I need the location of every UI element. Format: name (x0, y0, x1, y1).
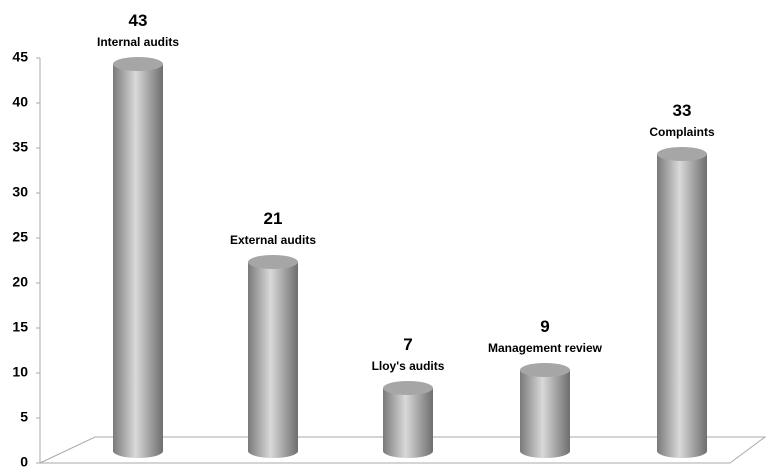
bar (113, 57, 163, 458)
value-label: 21 (263, 209, 283, 228)
y-tick-label: 5 (20, 409, 28, 425)
bar (248, 255, 298, 458)
data-label: Complaints (649, 125, 715, 139)
y-tick-label: 40 (12, 94, 28, 110)
value-label: 7 (403, 335, 413, 354)
bar (520, 363, 570, 458)
value-label: 43 (128, 11, 148, 30)
data-label: Internal audits (96, 35, 179, 49)
data-label: Lloy's audits (371, 359, 445, 373)
y-tick-label: 0 (20, 454, 28, 470)
value-label: 9 (540, 317, 550, 336)
bar (383, 381, 433, 458)
y-tick-label: 25 (12, 229, 28, 245)
data-label: External audits (229, 233, 317, 247)
y-tick-label: 45 (12, 49, 28, 65)
value-label: 33 (672, 101, 692, 120)
y-tick-label: 20 (12, 274, 28, 290)
y-tick-label: 35 (12, 139, 28, 155)
bar (657, 147, 707, 458)
y-tick-label: 10 (12, 364, 28, 380)
data-label: Management review (487, 341, 603, 355)
y-tick-label: 30 (12, 184, 28, 200)
y-tick-label: 15 (12, 319, 28, 335)
